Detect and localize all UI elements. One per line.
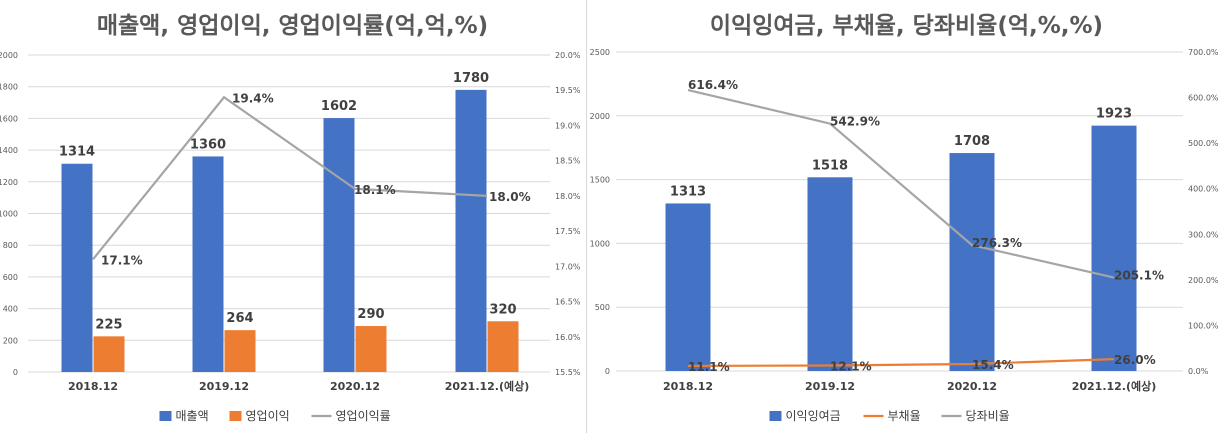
bar-data-label: 1518 xyxy=(812,158,848,173)
line-data-label: 15.4% xyxy=(972,358,1014,372)
legend-swatch xyxy=(769,411,782,421)
legend-swatch xyxy=(159,411,172,421)
bar-data-label: 1314 xyxy=(59,145,95,160)
x-tick-label: 2019.12 xyxy=(199,380,249,393)
line-data-label: 616.4% xyxy=(688,78,738,92)
chart-panel-sales: 매출액, 영업이익, 영업이익률(억,억,%) 0 200 400 600 800 100… xyxy=(0,0,585,433)
y-right-tick-label: 16.0% xyxy=(555,333,581,342)
x-tick-label: 2019.12 xyxy=(805,380,855,393)
y-right-tick-label: 18.0% xyxy=(555,192,581,201)
legend-label: 당좌비율 xyxy=(966,409,1010,423)
y-right-tick-label: 600.0% xyxy=(1188,94,1219,103)
bar-data-label: 290 xyxy=(357,307,384,322)
line-data-label: 542.9% xyxy=(830,115,880,129)
y-left-tick-label: 0 xyxy=(605,367,610,376)
x-tick-label: 2021.12.(예상) xyxy=(445,379,530,393)
bar xyxy=(665,203,711,371)
chart-canvas-sales: 0 200 400 600 800 1000 1200 1400 1600 1800 2000 15.… xyxy=(0,51,581,423)
y-left-tick-label: 2000 xyxy=(0,51,18,60)
y-right-tick-label: 0.0% xyxy=(1188,367,1209,376)
x-tick-label: 2020.12 xyxy=(330,380,380,393)
x-tick-label: 2018.12 xyxy=(663,380,713,393)
y-right-tick-label: 19.5% xyxy=(555,86,581,95)
bar xyxy=(807,177,853,371)
bar-data-label: 1708 xyxy=(954,134,990,149)
y-left-tick-label: 1800 xyxy=(0,83,18,92)
y-right-tick-label: 15.5% xyxy=(555,368,581,377)
legend-label: 매출액 xyxy=(176,409,209,423)
y-right-tick-label: 19.0% xyxy=(555,121,581,130)
y-left-tick-label: 500 xyxy=(595,303,610,312)
y-right-tick-label: 17.5% xyxy=(555,227,581,236)
y-right-tick-label: 200.0% xyxy=(1188,276,1219,285)
bar xyxy=(1091,125,1137,371)
bar xyxy=(192,156,224,372)
x-tick-label: 2018.12 xyxy=(68,380,118,393)
legend-label: 영업이익 xyxy=(246,409,290,423)
y-left-tick-label: 400 xyxy=(3,305,18,314)
y-left-tick-label: 1600 xyxy=(0,114,18,123)
y-right-tick-label: 18.5% xyxy=(555,157,581,166)
y-left-tick-label: 2000 xyxy=(590,112,610,121)
y-right-tick-label: 17.0% xyxy=(555,262,581,271)
line-data-label: 12.1% xyxy=(830,359,872,373)
legend-swatch xyxy=(229,411,242,421)
y-left-tick-label: 1500 xyxy=(590,176,610,185)
chart-panel-retained-earnings: 이익잉여금, 부채율, 당좌비율(억,%,%) 0 500 1000 1500 2000… xyxy=(588,0,1225,433)
line-data-label: 18.1% xyxy=(354,183,396,197)
x-tick-label: 2020.12 xyxy=(947,380,997,393)
chart-title: 매출액, 영업이익, 영업이익률(억,억,%) xyxy=(96,13,489,39)
line-data-label: 11.1% xyxy=(688,360,730,374)
y-left-tick-label: 2500 xyxy=(590,48,610,57)
y-left-tick-label: 200 xyxy=(3,336,18,345)
bar xyxy=(487,321,519,372)
y-right-tick-label: 20.0% xyxy=(555,51,581,60)
series-line xyxy=(687,358,1115,368)
y-left-tick-label: 1200 xyxy=(0,178,18,187)
line-data-label: 276.3% xyxy=(972,236,1022,250)
y-right-tick-label: 300.0% xyxy=(1188,230,1219,239)
bar-data-label: 1602 xyxy=(321,99,357,114)
y-right-tick-label: 500.0% xyxy=(1188,139,1219,148)
line-data-label: 26.0% xyxy=(1114,353,1156,367)
line-data-label: 17.1% xyxy=(101,253,143,267)
panel-divider xyxy=(586,0,587,433)
y-left-tick-label: 1000 xyxy=(0,210,18,219)
y-left-tick-label: 0 xyxy=(13,368,18,377)
bar xyxy=(455,89,487,373)
bar-data-label: 1360 xyxy=(190,137,226,152)
y-left-tick-label: 1400 xyxy=(0,146,18,155)
legend-label: 이익잉여금 xyxy=(786,409,841,423)
y-left-tick-label: 800 xyxy=(3,241,18,250)
bar xyxy=(323,118,355,372)
bar-data-label: 264 xyxy=(226,311,253,326)
series-line xyxy=(92,95,488,260)
bar xyxy=(949,153,995,371)
bar-data-label: 1923 xyxy=(1096,107,1132,122)
chart-canvas-retained-earnings: 0 500 1000 1500 2000 2500 0.0% 100.0% 200.0% 300.… xyxy=(590,48,1219,423)
line-data-label: 18.0% xyxy=(489,190,531,204)
x-tick-label: 2021.12.(예상) xyxy=(1072,379,1157,393)
bar xyxy=(61,163,93,372)
chart-title: 이익잉여금, 부채율, 당좌비율(억,%,%) xyxy=(709,13,1104,39)
bar xyxy=(355,326,387,372)
bar-data-label: 1780 xyxy=(453,71,489,86)
line-data-label: 205.1% xyxy=(1114,269,1164,283)
y-left-tick-label: 1000 xyxy=(590,239,610,248)
series-line xyxy=(687,89,1115,279)
line-data-label: 19.4% xyxy=(232,91,274,105)
y-right-tick-label: 400.0% xyxy=(1188,185,1219,194)
y-right-tick-label: 100.0% xyxy=(1188,321,1219,330)
bar-data-label: 320 xyxy=(489,302,516,317)
bar-data-label: 1313 xyxy=(670,184,706,199)
bar-data-label: 225 xyxy=(95,317,122,332)
legend-label: 부채율 xyxy=(888,409,921,423)
bar xyxy=(93,336,125,372)
legend-label: 영업이익률 xyxy=(336,409,391,423)
bar xyxy=(224,330,256,372)
y-right-tick-label: 700.0% xyxy=(1188,48,1219,57)
y-right-tick-label: 16.5% xyxy=(555,298,581,307)
y-left-tick-label: 600 xyxy=(3,273,18,282)
